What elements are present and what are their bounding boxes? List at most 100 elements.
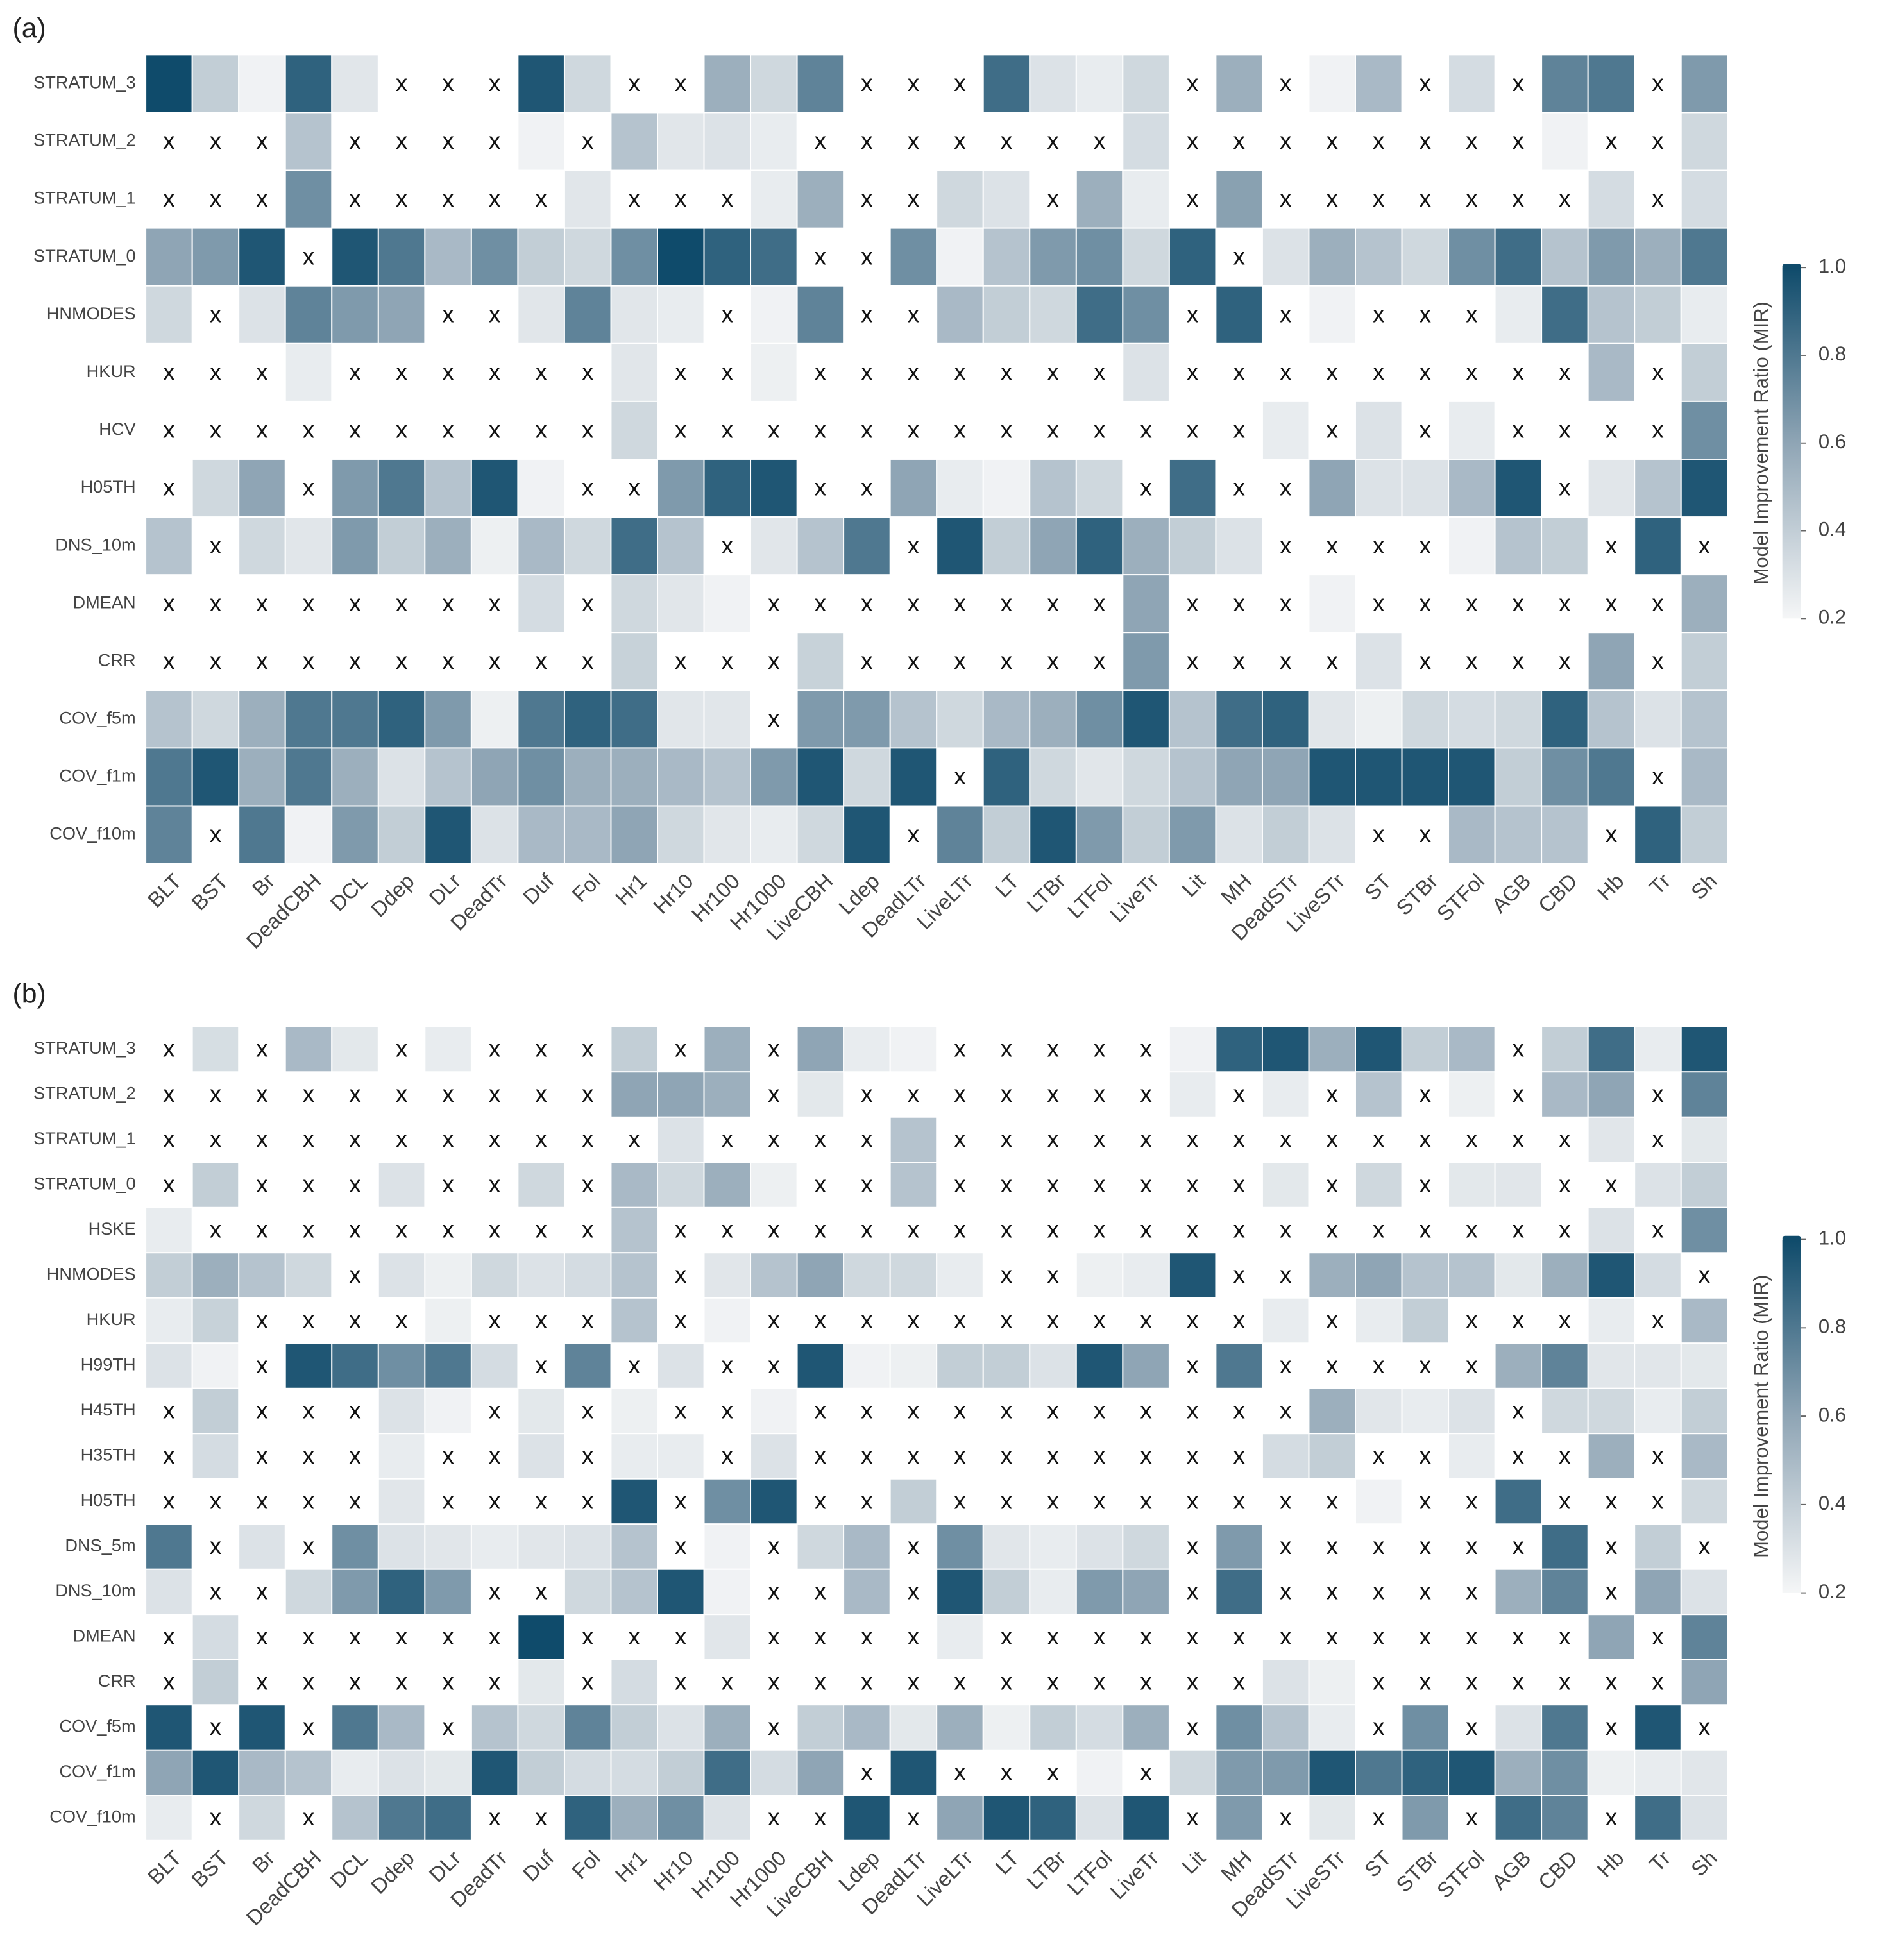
- no-improvement-mark: x: [1327, 1081, 1339, 1107]
- heatmap-cell: [424, 1749, 472, 1796]
- heatmap-cell: [377, 1568, 426, 1616]
- no-improvement-mark: x: [582, 1081, 594, 1107]
- no-improvement-mark: x: [1280, 1398, 1292, 1424]
- no-improvement-mark: x: [1187, 590, 1199, 616]
- heatmap-cell: [284, 805, 333, 865]
- heatmap-cell: [377, 1252, 426, 1299]
- no-improvement-mark: x: [1140, 475, 1152, 501]
- heatmap-cell: [1308, 805, 1356, 865]
- no-improvement-mark: x: [396, 1669, 408, 1695]
- heatmap-cell: [1215, 805, 1263, 865]
- no-improvement-mark: x: [1373, 821, 1385, 847]
- no-improvement-mark: x: [1420, 1623, 1432, 1650]
- colorbar-tick-label: 0.8: [1818, 342, 1846, 365]
- heatmap-cell: [750, 1387, 798, 1435]
- no-improvement-mark: x: [396, 1036, 408, 1062]
- heatmap-cell: [982, 1523, 1031, 1570]
- x-tick-label: Sh: [1686, 1846, 1722, 1881]
- no-improvement-mark: x: [1420, 70, 1432, 96]
- no-improvement-mark: x: [1280, 1623, 1292, 1650]
- no-improvement-mark: x: [349, 1262, 361, 1288]
- no-improvement-mark: x: [1280, 475, 1292, 501]
- heatmap-cell: [750, 805, 798, 865]
- no-improvement-mark: x: [861, 185, 873, 212]
- no-improvement-mark: x: [1420, 359, 1432, 385]
- heatmap-cell: [610, 227, 658, 287]
- x-tick-label: Hr1: [611, 869, 652, 910]
- heatmap-cell: [1634, 689, 1682, 749]
- no-improvement-mark: x: [1280, 1804, 1292, 1830]
- no-improvement-mark: x: [722, 1352, 734, 1378]
- heatmap-cell: [657, 689, 705, 749]
- no-improvement-mark: x: [349, 1171, 361, 1197]
- y-tick-label: H35TH: [81, 1445, 136, 1465]
- x-tick-label: STFol: [1432, 1846, 1489, 1902]
- no-improvement-mark: x: [1466, 359, 1478, 385]
- no-improvement-mark: x: [675, 70, 687, 96]
- heatmap-cell: [1680, 459, 1729, 518]
- heatmap-cell: [284, 285, 333, 344]
- heatmap-cell: [1355, 1252, 1403, 1299]
- no-improvement-mark: x: [861, 475, 873, 501]
- no-improvement-mark: x: [1140, 1488, 1152, 1514]
- heatmap-cell: [1122, 1342, 1170, 1389]
- heatmap-cell: [703, 1568, 752, 1616]
- no-improvement-mark: x: [1187, 1398, 1199, 1424]
- no-improvement-mark: x: [489, 590, 501, 616]
- x-tick-label: Ddep: [366, 1846, 419, 1898]
- no-improvement-mark: x: [861, 1623, 873, 1650]
- no-improvement-mark: x: [349, 1623, 361, 1650]
- heatmap-cell: [238, 227, 286, 287]
- no-improvement-mark: x: [1466, 1533, 1478, 1559]
- no-improvement-mark: x: [1513, 70, 1525, 96]
- heatmap-cell: [1634, 1749, 1682, 1796]
- y-tick-label: STRATUM_1: [33, 1128, 135, 1148]
- no-improvement-mark: x: [1233, 475, 1245, 501]
- heatmap-cell: [1634, 285, 1682, 344]
- no-improvement-mark: x: [210, 1488, 222, 1514]
- x-tick-label: LiveTr: [1105, 1846, 1163, 1904]
- no-improvement-mark: x: [1047, 1126, 1059, 1153]
- no-improvement-mark: x: [1652, 70, 1664, 96]
- heatmap-cell: [610, 285, 658, 344]
- no-improvement-mark: x: [908, 532, 920, 559]
- no-improvement-mark: x: [908, 648, 920, 674]
- no-improvement-mark: x: [396, 648, 408, 674]
- no-improvement-mark: x: [954, 763, 966, 790]
- heatmap-cell: [1541, 689, 1589, 749]
- heatmap-cell: [284, 342, 333, 402]
- heatmap-cell: [145, 1568, 193, 1616]
- no-improvement-mark: x: [1001, 1262, 1013, 1288]
- x-tick-label: LT: [990, 1846, 1024, 1879]
- heatmap-cell: [796, 632, 845, 691]
- no-improvement-mark: x: [1001, 1036, 1013, 1062]
- no-improvement-mark: x: [1280, 648, 1292, 674]
- heatmap-cell: [331, 1749, 379, 1796]
- no-improvement-mark: x: [396, 417, 408, 443]
- heatmap-cell: [145, 1297, 193, 1344]
- no-improvement-mark: x: [489, 1669, 501, 1695]
- heatmap-cell: [1494, 285, 1543, 344]
- no-improvement-mark: x: [349, 185, 361, 212]
- colorbar-tick-label: 0.4: [1818, 518, 1846, 541]
- heatmap-cell: [982, 459, 1031, 518]
- heatmap-cell: [1448, 805, 1496, 865]
- heatmap-cell: [657, 1433, 705, 1480]
- heatmap-cell: [1122, 516, 1170, 576]
- heatmap-cell: [1587, 1026, 1636, 1073]
- heatmap-cell: [889, 747, 938, 807]
- no-improvement-mark: x: [629, 185, 641, 212]
- heatmap-cell: [1122, 169, 1170, 229]
- no-improvement-mark: x: [210, 1578, 222, 1605]
- heatmap-cell: [610, 574, 658, 634]
- x-tick-label: Fol: [567, 869, 605, 907]
- no-improvement-mark: x: [489, 185, 501, 212]
- no-improvement-mark: x: [629, 1126, 641, 1153]
- heatmap-cell: [1308, 747, 1356, 807]
- no-improvement-mark: x: [210, 1217, 222, 1243]
- heatmap-cell: [1401, 1795, 1450, 1841]
- no-improvement-mark: x: [1652, 1669, 1664, 1695]
- heatmap-cell: [1680, 574, 1729, 634]
- no-improvement-mark: x: [163, 1623, 175, 1650]
- heatmap-cell: [424, 689, 472, 749]
